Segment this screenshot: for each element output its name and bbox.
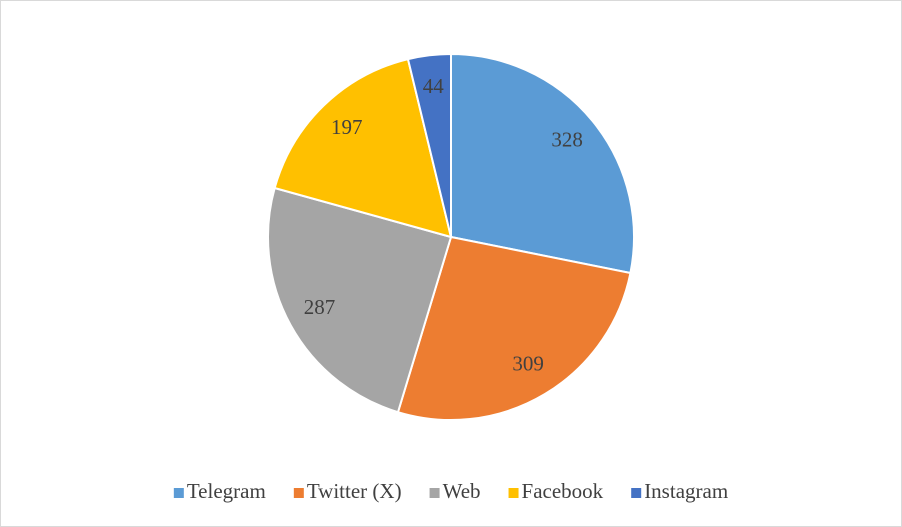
legend-swatch [293,488,304,498]
data-label: 197 [331,115,363,139]
legend-swatch [429,488,440,498]
pie-slice [406,52,452,238]
data-label: 287 [304,295,336,319]
pie-slice [450,52,635,275]
data-label: 44 [423,74,445,98]
pie-slice [396,235,632,421]
legend-swatch [508,488,519,498]
legend-label: Instagram [644,479,728,503]
legend-label: Twitter (X) [307,479,402,503]
pie-slice [273,57,453,239]
legend-label: Web [443,479,481,503]
pie-slice [267,186,453,414]
legend-swatch [173,488,184,498]
legend-label: Facebook [522,479,604,503]
legend-label: Telegram [187,479,266,503]
data-label: 328 [551,128,583,152]
data-label: 309 [512,352,544,376]
legend-swatch [631,488,642,498]
